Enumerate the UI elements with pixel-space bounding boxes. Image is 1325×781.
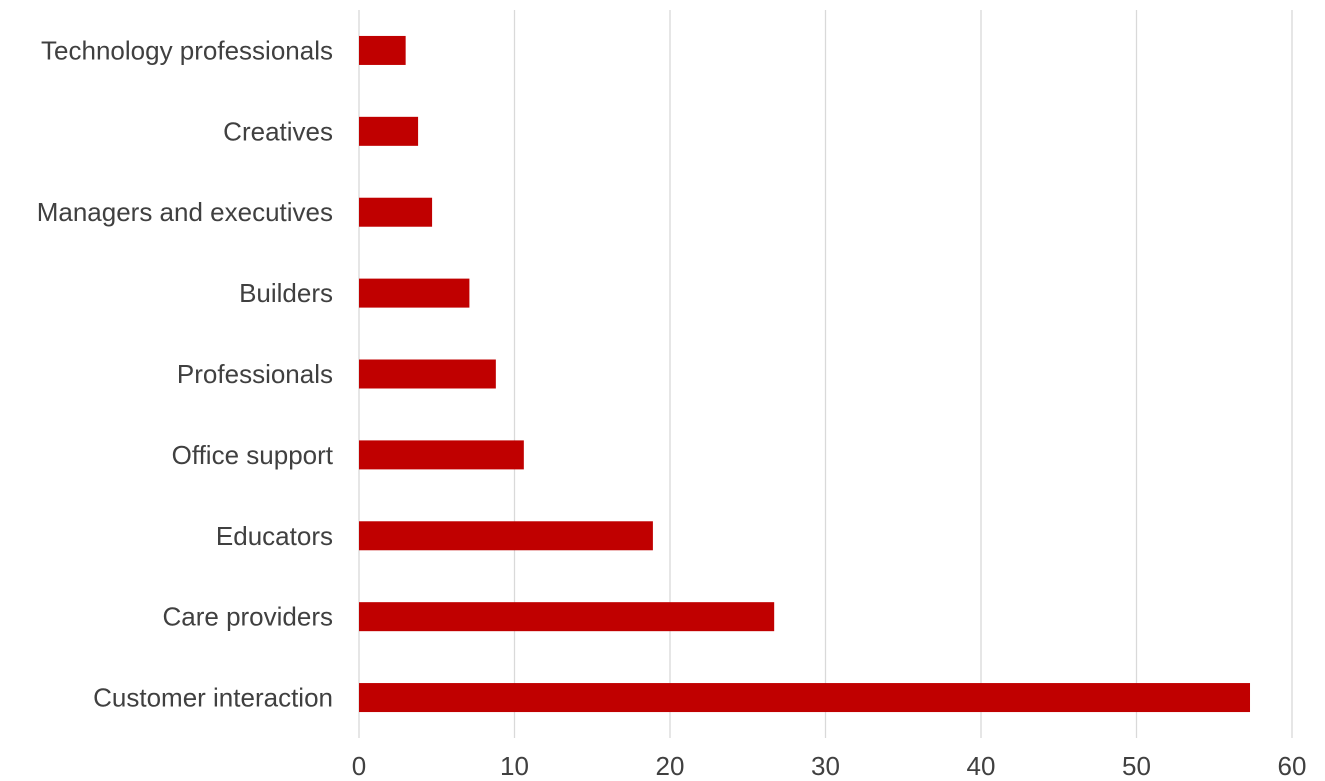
category-label: Customer interaction — [93, 683, 333, 713]
bar-managers-and-executives — [359, 197, 433, 227]
x-tick-label: 10 — [500, 751, 529, 781]
category-label: Care providers — [162, 602, 333, 632]
bar-educators — [359, 521, 653, 551]
bar-care-providers — [359, 602, 775, 632]
bar-builders — [359, 278, 470, 308]
category-label: Educators — [216, 521, 333, 551]
x-tick-label: 60 — [1278, 751, 1307, 781]
x-axis-tick-labels: 0 10 20 30 40 50 60 — [352, 751, 1307, 781]
category-label: Technology professionals — [41, 35, 333, 65]
x-tick-label: 50 — [1122, 751, 1151, 781]
category-label: Managers and executives — [37, 197, 333, 227]
bar-office-support — [359, 440, 524, 470]
x-tick-label: 20 — [656, 751, 685, 781]
bar-customer-interaction — [359, 683, 1251, 713]
category-label: Creatives — [223, 116, 333, 146]
category-label: Builders — [239, 278, 333, 308]
x-tick-label: 40 — [967, 751, 996, 781]
category-label: Professionals — [177, 359, 333, 389]
x-tick-label: 0 — [352, 751, 366, 781]
category-labels: Technology professionals Creatives Manager… — [37, 35, 334, 712]
gridlines — [358, 10, 1293, 738]
category-label: Office support — [172, 440, 334, 470]
bar-creatives — [359, 116, 419, 146]
bar-professionals — [359, 359, 496, 389]
bar-technology-professionals — [359, 35, 406, 65]
x-tick-label: 30 — [811, 751, 840, 781]
bars — [359, 35, 1251, 713]
